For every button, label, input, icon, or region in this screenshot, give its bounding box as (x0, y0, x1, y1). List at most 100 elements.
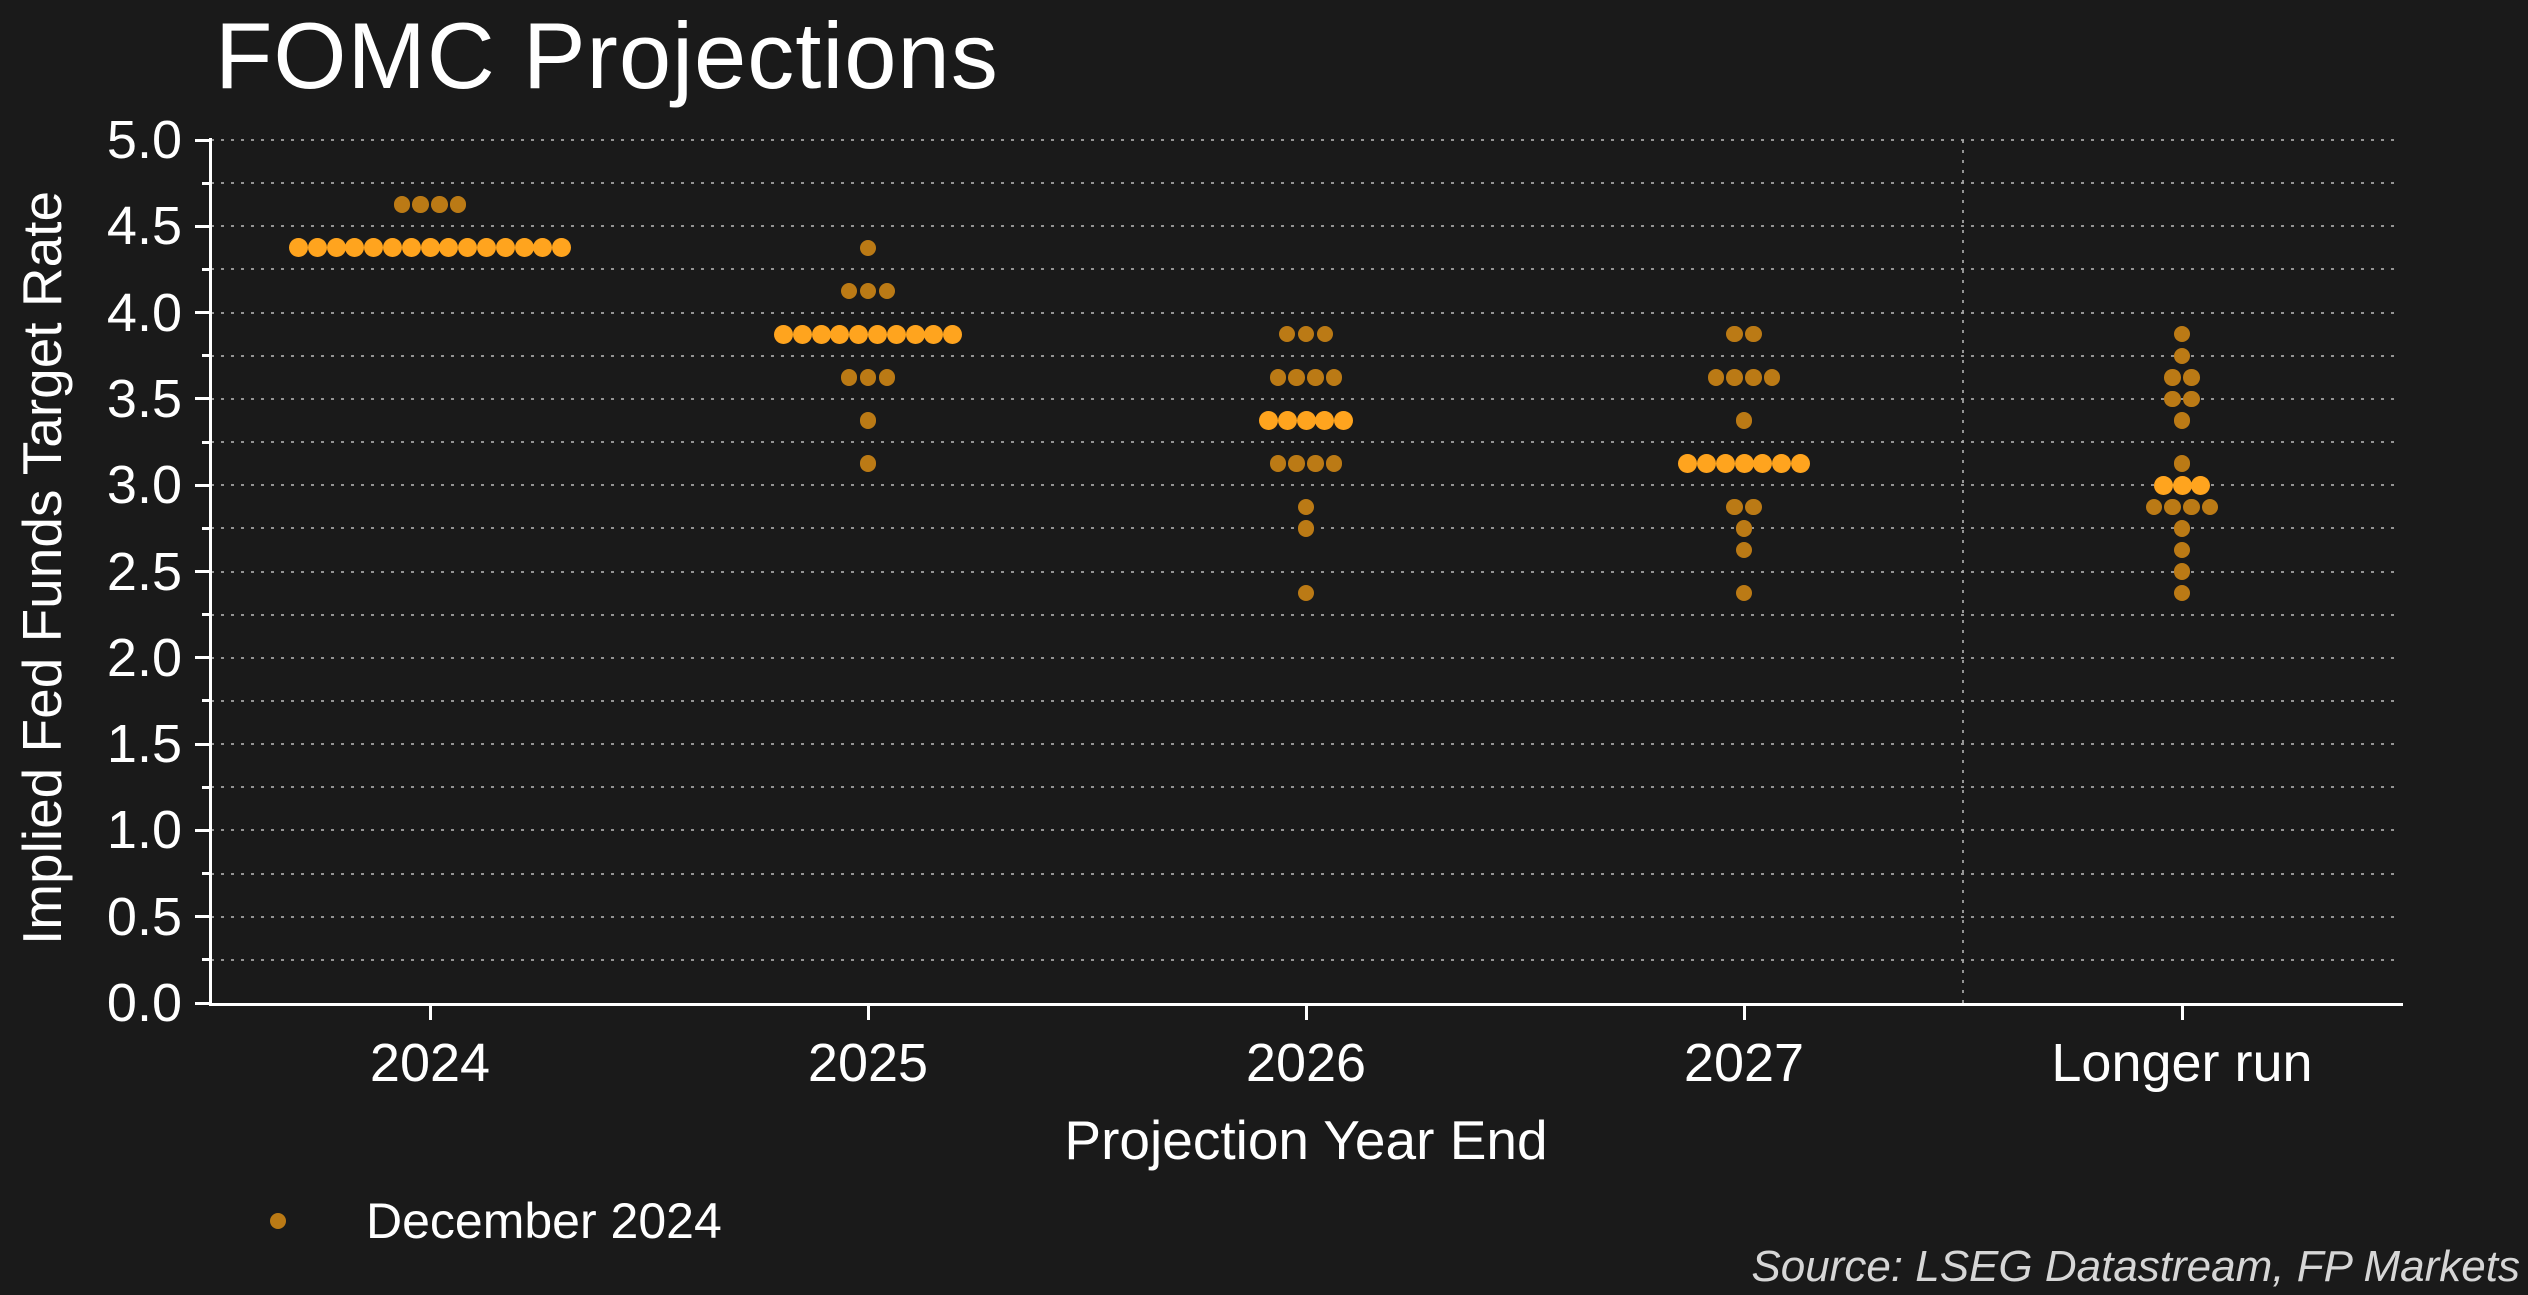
projection-dot (307, 238, 327, 258)
projection-dot (382, 238, 402, 258)
gridline-horizontal (211, 311, 2401, 314)
projection-dot (1715, 454, 1735, 474)
projection-dot (476, 238, 496, 258)
projection-dot (840, 282, 858, 300)
y-tick-label: 2.5 (106, 541, 182, 602)
projection-dot (439, 238, 459, 258)
projection-dot (2183, 390, 2200, 408)
projection-dot (859, 239, 877, 257)
projection-dot (905, 324, 925, 344)
projection-dot (2191, 475, 2211, 495)
projection-dot (1696, 454, 1716, 474)
gridline-horizontal (211, 656, 2401, 659)
projection-dot (1726, 498, 1743, 516)
x-tick (1304, 1006, 1308, 1020)
x-tick-label: 2027 (1683, 1033, 1805, 1093)
gridline-horizontal (211, 484, 2401, 487)
y-minor-tick (202, 699, 211, 703)
projection-dot (1325, 455, 1343, 472)
projection-dot (830, 324, 850, 344)
projection-dot (1288, 369, 1305, 386)
projection-dot (859, 369, 877, 386)
projection-dot (1297, 325, 1315, 343)
projection-dot (1772, 454, 1792, 474)
projection-dot (1297, 520, 1315, 537)
projection-dot (859, 455, 877, 472)
projection-dot (1278, 325, 1296, 343)
projection-dot (1315, 410, 1335, 430)
projection-dot (1726, 325, 1743, 343)
projection-dot (1269, 455, 1287, 472)
projection-dot (1745, 369, 1762, 386)
y-tick-label: 1.0 (106, 800, 182, 861)
y-tick-label: 5.0 (106, 110, 182, 170)
projection-dot (2173, 455, 2191, 472)
gridline-horizontal (211, 829, 2401, 832)
projection-dot (2172, 475, 2192, 495)
projection-dot (431, 196, 448, 213)
projection-dot (1288, 455, 1305, 472)
projection-dot (533, 238, 553, 258)
x-tick (866, 1006, 870, 1020)
projection-dot (326, 238, 346, 258)
x-tick (2180, 1006, 2184, 1020)
projection-dot (878, 369, 896, 386)
projection-dot (2173, 541, 2191, 559)
projection-dot (1745, 325, 1762, 343)
y-major-tick (195, 828, 211, 832)
projection-dot (2164, 498, 2181, 516)
gridline-horizontal (211, 397, 2401, 400)
projection-dot (1277, 410, 1297, 430)
projection-dot (1707, 369, 1725, 386)
longer-run-separator-line (1962, 140, 1964, 1003)
legend-dot-icon (270, 1213, 286, 1229)
y-minor-tick (202, 267, 211, 271)
legend: December 2024 (270, 1192, 722, 1250)
y-tick-label: 2.0 (106, 627, 182, 688)
projection-dot (1735, 520, 1753, 537)
projection-dot (792, 324, 812, 344)
projection-dot (2173, 347, 2191, 364)
projection-dot (2164, 390, 2181, 408)
y-tick-label: 0.5 (106, 886, 182, 947)
y-major-tick (195, 570, 211, 573)
y-minor-tick (202, 613, 211, 617)
projection-dot (1735, 541, 1753, 559)
projection-dot (449, 196, 467, 213)
projection-dot (1297, 584, 1315, 602)
x-tick-label: 2026 (1245, 1033, 1367, 1093)
y-minor-tick (202, 440, 211, 444)
projection-dot (2164, 369, 2181, 386)
projection-dot (2153, 475, 2173, 495)
projection-dot (1790, 454, 1810, 474)
x-tick-label: Longer run (2051, 1033, 2313, 1093)
y-major-tick (195, 656, 211, 660)
projection-dot (514, 238, 534, 258)
projection-dot (2173, 563, 2191, 580)
projection-dot (2183, 369, 2200, 386)
y-tick-label: 3.0 (106, 455, 182, 516)
projection-dot (811, 324, 831, 344)
y-tick-label: 4.0 (106, 282, 182, 343)
projection-dot (1678, 454, 1698, 474)
gridline-horizontal (211, 441, 2401, 444)
projection-dot (859, 412, 877, 429)
projection-dot (1325, 369, 1343, 386)
projection-dot (2173, 520, 2191, 537)
y-major-tick (195, 1001, 211, 1005)
gridline-horizontal (211, 570, 2401, 573)
projection-dot (1258, 410, 1278, 430)
projection-dot (1307, 455, 1324, 472)
y-minor-tick (202, 181, 211, 185)
projection-dot (859, 282, 877, 300)
y-major-tick (195, 915, 211, 919)
y-major-tick (195, 483, 211, 487)
gridline-horizontal (211, 613, 2401, 616)
y-minor-tick (202, 526, 211, 530)
projection-dot (288, 238, 308, 258)
projection-dot (393, 196, 411, 213)
projection-dot (1269, 369, 1287, 386)
y-tick-label: 3.5 (106, 368, 182, 429)
y-minor-tick (202, 872, 211, 876)
